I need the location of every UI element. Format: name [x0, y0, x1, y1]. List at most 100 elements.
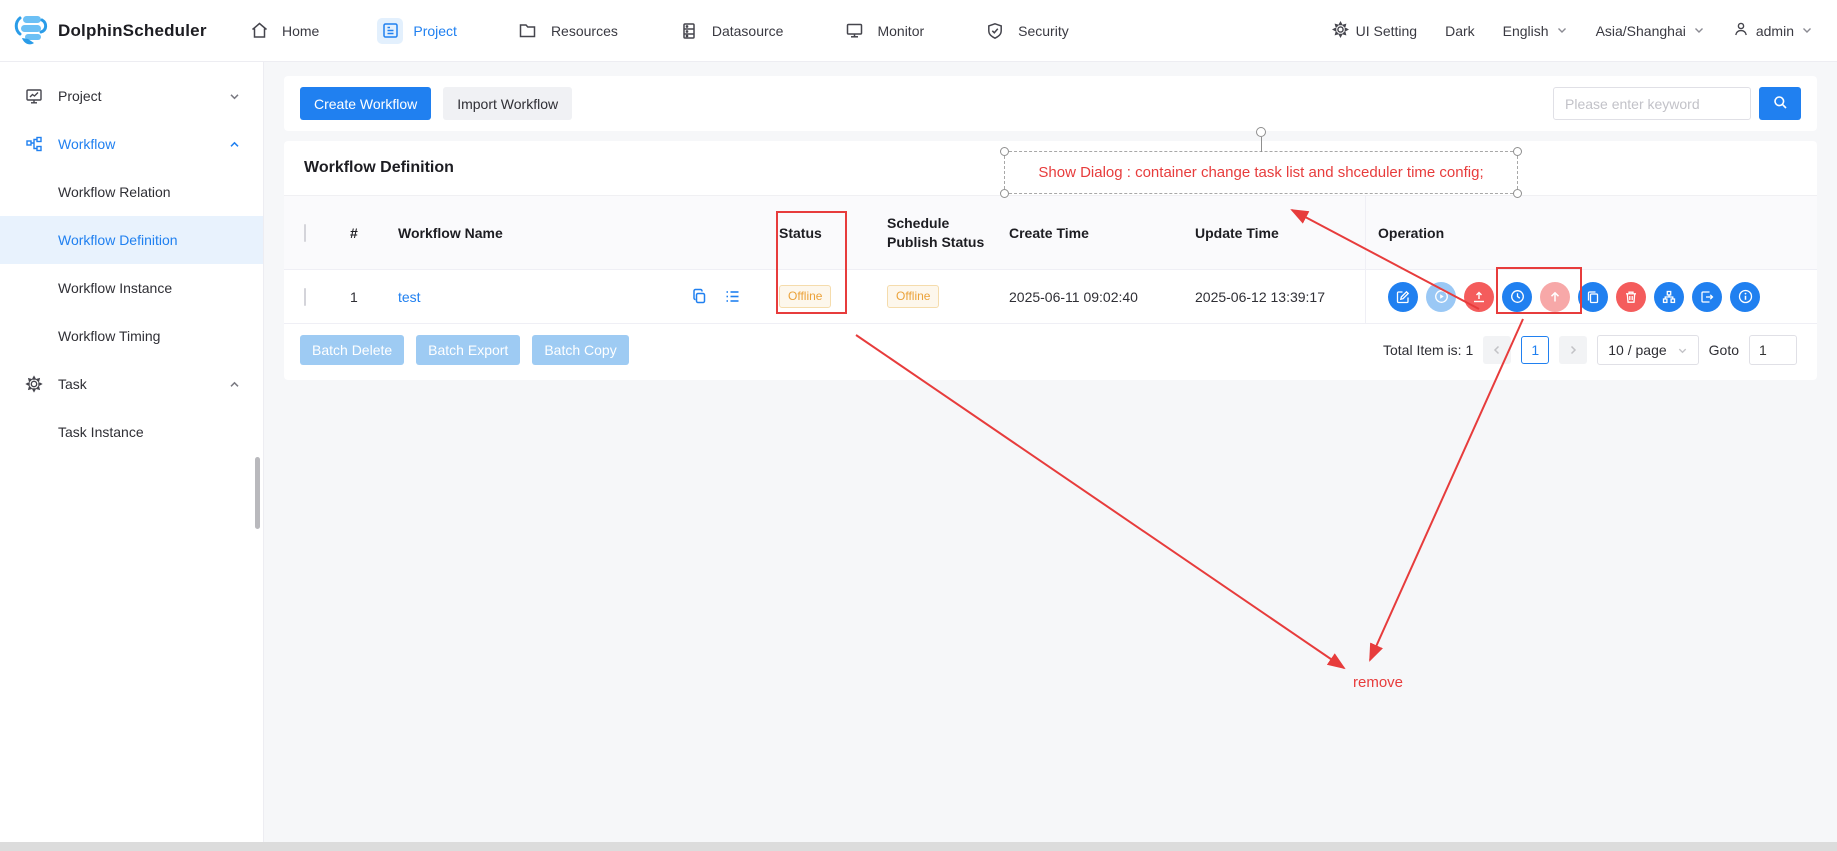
- name-cell-icons: [691, 288, 755, 305]
- copy-workflow-button[interactable]: [1578, 281, 1608, 312]
- search-input[interactable]: [1553, 87, 1751, 120]
- nav-item-home[interactable]: Home: [246, 18, 319, 44]
- dolphin-logo-icon: [14, 10, 50, 51]
- header-workflow-name: Workflow Name: [398, 224, 503, 241]
- sidebar-item-workflow-instance[interactable]: Workflow Instance: [0, 264, 263, 312]
- toolbar-card: Create Workflow Import Workflow: [284, 76, 1817, 131]
- language-select[interactable]: English: [1503, 23, 1568, 39]
- nav-label: Datasource: [711, 22, 784, 39]
- timezone-label: Asia/Shanghai: [1595, 22, 1686, 39]
- sidebar-item-label: Workflow Relation: [58, 184, 171, 200]
- nav-item-project[interactable]: Project: [377, 17, 457, 44]
- nav-label: Monitor: [877, 22, 925, 39]
- project-board-icon: [24, 87, 44, 105]
- theme-toggle[interactable]: Dark: [1445, 23, 1475, 39]
- schedule-status-badge: Offline: [887, 285, 940, 308]
- page-size-select[interactable]: 10 / page: [1597, 335, 1699, 365]
- nav-item-resources[interactable]: Resources: [515, 18, 618, 44]
- pagination: Total Item is: 1 1 10 / page Goto: [1383, 335, 1797, 365]
- theme-label: Dark: [1445, 22, 1475, 39]
- table-footer: Batch Delete Batch Export Batch Copy Tot…: [284, 324, 1817, 380]
- header-schedule-publish-status: Schedule Publish Status: [887, 214, 985, 250]
- goto-page-input[interactable]: [1749, 335, 1797, 365]
- delete-button[interactable]: [1616, 281, 1646, 312]
- batch-copy-button[interactable]: Batch Copy: [532, 335, 629, 365]
- nav-label: Resources: [550, 22, 618, 39]
- chevron-down-icon: [1693, 23, 1705, 39]
- row-checkbox[interactable]: [304, 287, 306, 306]
- timing-clock-button[interactable]: [1502, 281, 1532, 312]
- sidebar-item-workflow-timing[interactable]: Workflow Timing: [0, 312, 263, 360]
- next-page-button[interactable]: [1559, 336, 1588, 364]
- header-operation: Operation: [1365, 196, 1817, 269]
- search-group: [1553, 87, 1801, 120]
- security-icon: [982, 18, 1008, 44]
- datasource-icon: [676, 18, 702, 44]
- sidebar-item-project[interactable]: Project: [0, 72, 263, 120]
- prev-page-button[interactable]: [1483, 336, 1512, 364]
- total-items-label: Total Item is: 1: [1382, 342, 1474, 358]
- brand-name: DolphinScheduler: [58, 20, 207, 40]
- nav-menu: Home Project Resources Datasource: [246, 17, 1069, 44]
- create-workflow-button[interactable]: Create Workflow: [300, 87, 432, 120]
- timezone-select[interactable]: Asia/Shanghai: [1596, 23, 1705, 39]
- workflow-name-link[interactable]: test: [398, 288, 421, 305]
- ui-setting-label: UI Setting: [1355, 22, 1418, 39]
- select-all-checkbox[interactable]: [304, 223, 306, 242]
- sidebar-item-workflow[interactable]: Workflow: [0, 120, 263, 168]
- page-title: Workflow Definition: [284, 141, 1817, 196]
- home-icon: [246, 18, 272, 44]
- nav-item-datasource[interactable]: Datasource: [676, 18, 784, 44]
- info-button[interactable]: [1730, 281, 1760, 312]
- run-button-disabled[interactable]: [1426, 281, 1456, 312]
- nav-label: Home: [282, 22, 320, 39]
- header-status: Status: [779, 224, 822, 241]
- page-size-label: 10 / page: [1608, 342, 1667, 358]
- sidebar-item-label: Workflow Instance: [58, 280, 173, 296]
- chevron-up-icon: [228, 138, 241, 151]
- chevron-up-icon: [228, 378, 241, 391]
- user-icon: [1733, 21, 1749, 40]
- main-content: Create Workflow Import Workflow Workflow…: [264, 62, 1837, 851]
- timing-online-button-disabled[interactable]: [1540, 281, 1570, 312]
- batch-export-button[interactable]: Batch Export: [416, 335, 521, 365]
- sidebar-item-workflow-relation[interactable]: Workflow Relation: [0, 168, 263, 216]
- header-create-time: Create Time: [1009, 224, 1089, 241]
- table-row: 1 test Offline Offline: [284, 270, 1817, 324]
- table-header: # Workflow Name Status Schedule Publish …: [284, 196, 1817, 270]
- horizontal-scrollbar[interactable]: [0, 842, 1837, 851]
- create-time: 2025-06-11 09:02:40: [1009, 288, 1138, 305]
- edit-button[interactable]: [1388, 281, 1418, 312]
- export-button[interactable]: [1692, 281, 1722, 312]
- header-num: #: [350, 224, 358, 241]
- user-menu[interactable]: admin: [1733, 21, 1813, 40]
- copy-name-icon[interactable]: [691, 288, 708, 305]
- operation-cell: [1365, 270, 1817, 323]
- search-button[interactable]: [1759, 87, 1801, 120]
- sidebar-item-task-instance[interactable]: Task Instance: [0, 408, 263, 456]
- brand-logo[interactable]: DolphinScheduler: [14, 10, 246, 51]
- nav-item-monitor[interactable]: Monitor: [841, 18, 924, 44]
- nav-right-controls: UI Setting Dark English Asia/Shanghai: [1331, 20, 1813, 41]
- sidebar-item-workflow-definition[interactable]: Workflow Definition: [0, 216, 263, 264]
- sidebar-scrollbar[interactable]: [255, 457, 260, 529]
- sidebar-item-label: Project: [58, 88, 102, 104]
- workflow-definition-card: Workflow Definition # Workflow Name Stat…: [284, 141, 1817, 380]
- import-workflow-button[interactable]: Import Workflow: [443, 87, 573, 120]
- version-tree-button[interactable]: [1654, 281, 1684, 312]
- gear-icon: [1331, 20, 1349, 41]
- status-badge: Offline: [779, 285, 832, 308]
- nav-label: Security: [1018, 22, 1069, 39]
- ui-setting-button[interactable]: UI Setting: [1331, 20, 1418, 41]
- task-list-icon[interactable]: [724, 288, 741, 305]
- header-update-time: Update Time: [1195, 224, 1279, 241]
- chevron-down-icon: [228, 90, 241, 103]
- sidebar-item-label: Workflow Timing: [58, 328, 161, 344]
- online-upload-button[interactable]: [1464, 281, 1494, 312]
- batch-delete-button[interactable]: Batch Delete: [300, 335, 405, 365]
- current-page-button[interactable]: 1: [1521, 336, 1550, 364]
- sidebar-item-label: Workflow Definition: [58, 232, 178, 248]
- nav-item-security[interactable]: Security: [982, 18, 1069, 44]
- monitor-icon: [841, 18, 867, 44]
- sidebar-item-task[interactable]: Task: [0, 360, 263, 408]
